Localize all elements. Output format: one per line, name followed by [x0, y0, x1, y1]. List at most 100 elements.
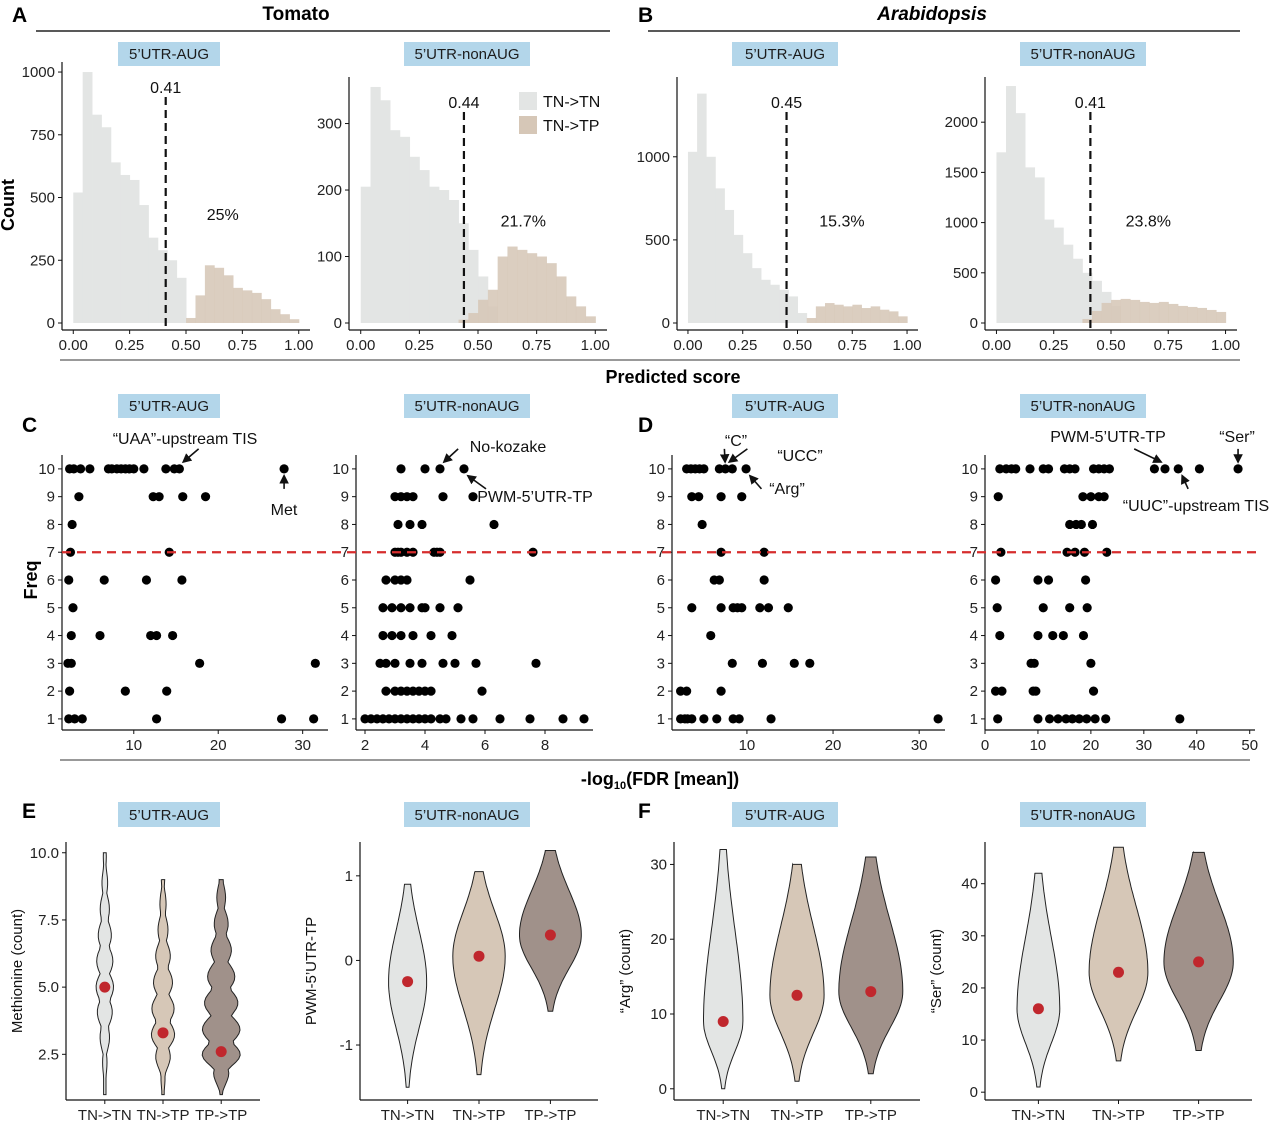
- data-point: [85, 464, 95, 474]
- panel-label-f: F: [638, 800, 651, 823]
- data-point: [766, 714, 776, 724]
- bar-tn-tp: [834, 304, 844, 323]
- x-tick-label: 0.00: [346, 337, 375, 354]
- violin-tp-tp: [201, 878, 241, 1096]
- y-tick-label: 5: [47, 600, 55, 617]
- data-point: [441, 714, 451, 724]
- threshold-label: 0.44: [448, 95, 479, 112]
- data-point: [420, 603, 430, 613]
- data-point: [151, 630, 162, 641]
- y-tick-label: 4: [657, 628, 665, 645]
- x-tick-label: 30: [1135, 737, 1152, 754]
- bar-tn-tn: [996, 152, 1007, 323]
- data-point: [276, 714, 287, 724]
- strip-box: [1020, 394, 1146, 418]
- bar-tn-tp: [879, 309, 890, 323]
- legend-key: [519, 92, 537, 110]
- bar-tn-tp: [1120, 298, 1131, 323]
- y-tick-label: 6: [970, 572, 978, 589]
- y-tick-label: 6: [657, 572, 665, 589]
- bar-tn-tp: [1216, 311, 1227, 323]
- data-point: [716, 547, 726, 557]
- y-tick-label: 0: [970, 1084, 978, 1101]
- y-tick-label: 200: [317, 182, 342, 199]
- data-point: [177, 575, 187, 585]
- bar-tn-tp: [517, 249, 528, 323]
- x-tick-label: TN->TN: [696, 1107, 750, 1124]
- y-tick-label: 5: [341, 600, 349, 617]
- strip-label: 5’UTR-nonAUG: [1030, 807, 1135, 824]
- data-point: [757, 658, 768, 668]
- data-point: [716, 686, 726, 696]
- x-tick-label: TN->TP: [137, 1107, 190, 1124]
- y-tick-label: 1000: [637, 149, 670, 166]
- data-point: [161, 464, 171, 474]
- bar-tn-tp: [1168, 303, 1179, 323]
- strip-box: [1020, 802, 1146, 827]
- y-axis-title: Methionine (count): [9, 909, 26, 1033]
- x-tick-label: 50: [1241, 737, 1258, 754]
- strip-label: 5’UTR-AUG: [745, 46, 825, 63]
- y-tick-label: 0: [662, 315, 670, 332]
- strip-label: 5’UTR-nonAUG: [414, 398, 519, 415]
- x-tick-label: TN->TN: [1012, 1107, 1066, 1124]
- y-tick-label: 4: [47, 628, 55, 645]
- data-point: [720, 464, 730, 474]
- y-tick-label: 2: [341, 683, 349, 700]
- bar-tn-tp: [204, 265, 215, 323]
- x-tick-label: 30: [294, 737, 311, 754]
- data-point: [992, 603, 1002, 613]
- bar-tn-tp: [585, 316, 596, 323]
- bar-tn-tn: [770, 284, 780, 323]
- data-point: [162, 686, 172, 696]
- data-point: [1043, 464, 1054, 474]
- strip-label: 5’UTR-nonAUG: [414, 807, 519, 824]
- data-point: [1074, 714, 1084, 724]
- legend-key: [519, 116, 537, 134]
- x-tick-label: 1.00: [581, 337, 610, 354]
- data-point: [471, 658, 481, 668]
- x-tick-label: 0: [981, 737, 989, 754]
- point-annotation: No-kozake: [470, 439, 547, 456]
- data-point: [1104, 464, 1115, 474]
- panel-label-a: A: [12, 4, 27, 27]
- data-point: [995, 464, 1005, 474]
- data-point: [1078, 492, 1088, 502]
- legend-label: TN->TP: [543, 118, 599, 135]
- y-tick-label: 1: [341, 711, 349, 728]
- y-tick-label: -1: [340, 1037, 353, 1054]
- x-tick-label: 0.25: [1039, 337, 1068, 354]
- violin-tn-tn: [703, 848, 744, 1090]
- bar-tn-tn: [1025, 167, 1036, 323]
- bar-tn-tp: [852, 304, 862, 323]
- dot-x-axis-title: -log10(FDR [mean]): [581, 769, 739, 792]
- x-tick-label: TP->TP: [195, 1107, 247, 1124]
- strip-box: [732, 802, 838, 827]
- y-tick-label: 20: [650, 931, 667, 948]
- strip-box: [732, 394, 838, 418]
- bar-tn-tn: [697, 93, 707, 324]
- data-point: [141, 575, 152, 585]
- bar-tn-tp: [468, 313, 479, 323]
- panel-label-e: E: [22, 800, 36, 823]
- bar-tn-tn: [399, 136, 411, 323]
- y-tick-label: 100: [317, 249, 342, 266]
- median-marker: [215, 1046, 227, 1058]
- strip-b1: 5’UTR-AUG: [732, 42, 838, 66]
- strip-d2: 5’UTR-nonAUG: [1020, 394, 1146, 418]
- bar-tn-tp: [478, 299, 489, 323]
- point-annotation: “UCC”: [777, 448, 822, 465]
- y-tick-label: 9: [970, 489, 978, 506]
- strip-label: 5’UTR-AUG: [745, 807, 825, 824]
- data-point: [933, 714, 943, 724]
- data-point: [699, 714, 709, 724]
- strip-d1: 5’UTR-AUG: [732, 394, 838, 418]
- data-point: [310, 658, 320, 668]
- data-point: [1082, 714, 1092, 724]
- data-point: [168, 630, 178, 641]
- histogram-a1: 0 250 500 750 1000 0.00 0.25 0.50 0.75 1.00 0.41 25…: [22, 62, 313, 354]
- histogram-b1: 0 500 1000 0.00 0.25 0.50 0.75 1.00 0.45 15.3%: [637, 77, 922, 354]
- x-tick-label: TN->TN: [381, 1107, 435, 1124]
- data-point: [1080, 575, 1091, 585]
